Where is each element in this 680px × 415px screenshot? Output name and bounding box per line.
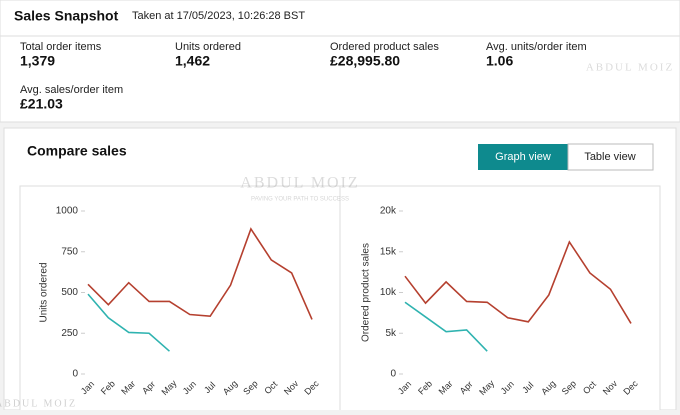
table-view-button[interactable] — [567, 143, 654, 171]
series-line — [404, 301, 488, 352]
chart-box — [19, 185, 341, 415]
metric-value: £28,995.80 — [330, 53, 400, 69]
graph-view-button[interactable] — [478, 144, 568, 170]
watermark-name: ABDUL MOIZ — [0, 398, 77, 409]
timestamp: Taken at 17/05/2023, 10:26:28 BST — [132, 10, 305, 22]
series-line — [87, 293, 170, 352]
series-line — [404, 240, 632, 324]
header-title: Sales Snapshot — [14, 8, 119, 24]
metric-value: 1.06 — [486, 53, 513, 69]
metric-label: Ordered product sales — [330, 41, 439, 53]
metric-label: Avg. units/order item — [486, 41, 587, 53]
metric-label: Total order items — [20, 41, 102, 53]
metric-label: Units ordered — [175, 41, 241, 53]
watermark-name: ABDUL MOIZ — [586, 62, 674, 74]
metric-value: £21.03 — [20, 96, 63, 112]
compare-title: Compare sales — [27, 143, 127, 159]
y-tick-label: 5k — [385, 328, 397, 339]
metric-value: 1,379 — [20, 53, 55, 69]
y-tick-label: 1000 — [56, 206, 79, 217]
y-tick-label: 0 — [390, 369, 396, 380]
series-line — [87, 227, 313, 320]
y-tick-label: 10k — [380, 287, 397, 298]
graph-view-label[interactable]: Graph view — [495, 151, 551, 163]
metric-label: Avg. sales/order item — [20, 84, 123, 96]
y-tick-label: 0 — [72, 369, 78, 380]
y-axis-label: Ordered product sales — [361, 243, 372, 342]
y-tick-label: 15k — [380, 246, 397, 257]
watermark-name: ABDUL MOIZ — [240, 175, 359, 192]
metrics-panel — [0, 35, 680, 123]
watermark-tagline: PAVING YOUR PATH TO SUCCESS — [251, 197, 349, 203]
metric-value: 1,462 — [175, 53, 210, 69]
y-tick-label: 750 — [61, 246, 78, 257]
y-axis-label: Units ordered — [39, 262, 50, 322]
y-tick-label: 250 — [61, 328, 78, 339]
table-view-label[interactable]: Table view — [584, 151, 635, 163]
y-tick-label: 500 — [61, 287, 78, 298]
y-tick-label: 20k — [380, 206, 397, 217]
chart-box — [339, 185, 661, 415]
